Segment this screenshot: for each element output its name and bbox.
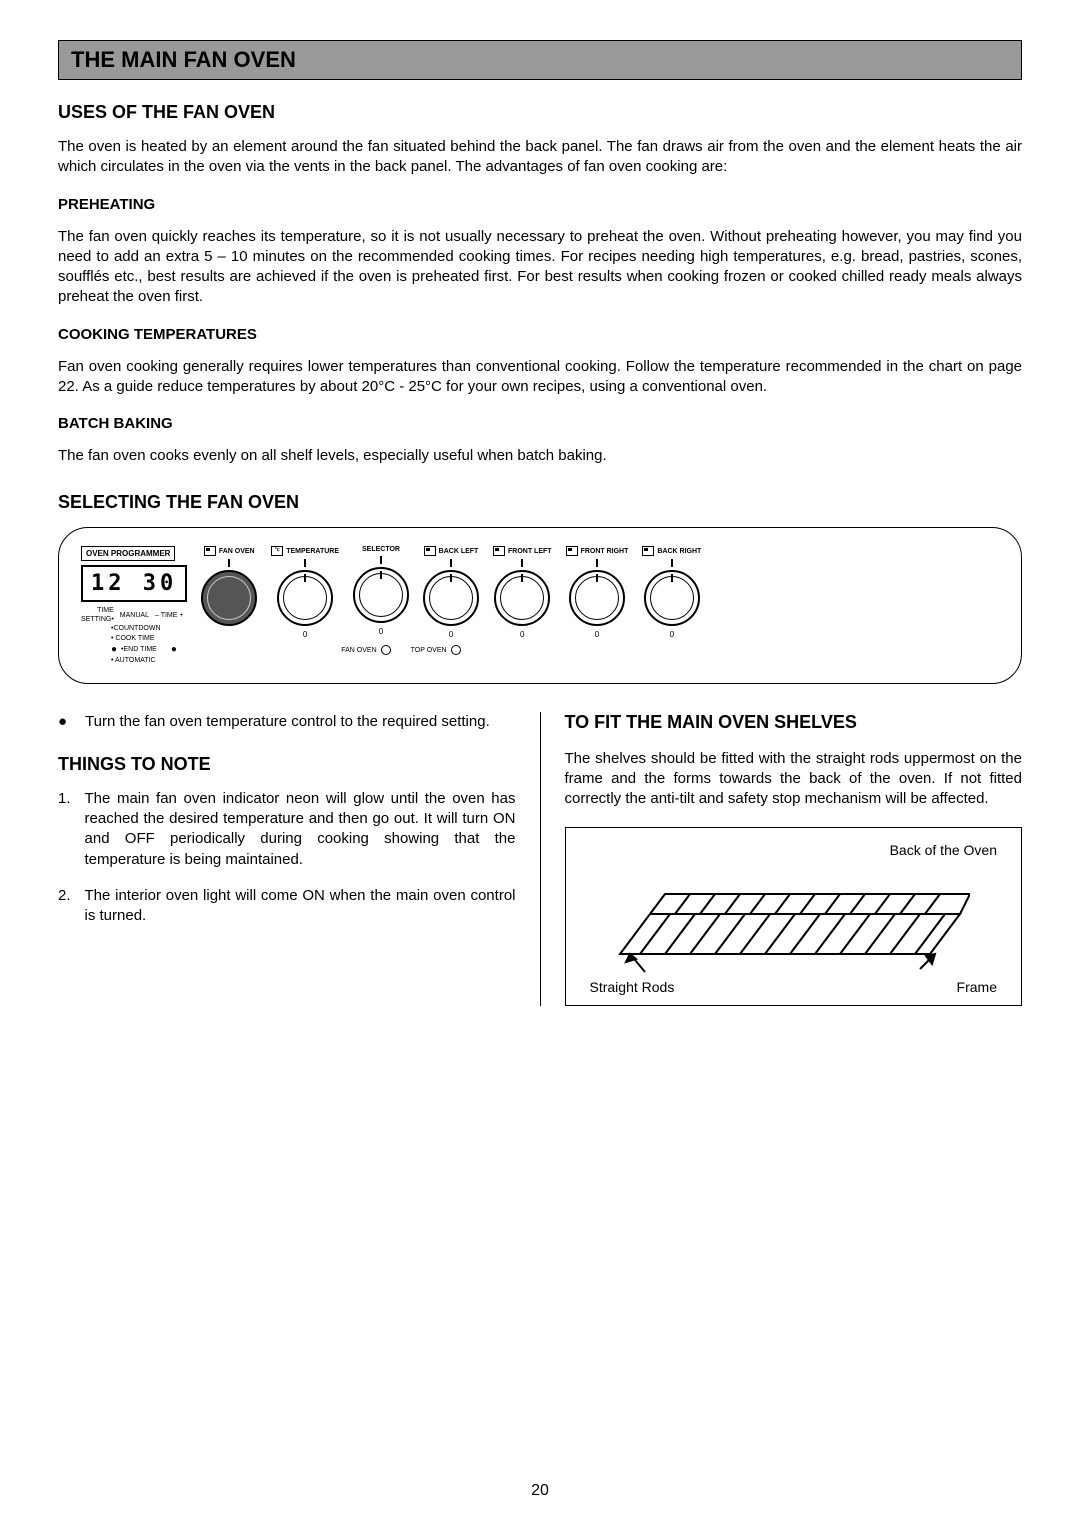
indicator-icon — [204, 546, 216, 556]
list-item: 1. The main fan oven indicator neon will… — [58, 789, 516, 870]
batch-baking-heading: BATCH BAKING — [58, 415, 1022, 432]
list-number: 1. — [58, 789, 71, 870]
cooking-temp-text: Fan oven cooking generally requires lowe… — [58, 357, 1022, 398]
header-bar: THE MAIN FAN OVEN — [58, 40, 1022, 80]
endtime-label: •END TIME — [121, 645, 157, 654]
uses-heading: USES OF THE FAN OVEN — [58, 102, 1022, 123]
straight-rods-label: Straight Rods — [590, 979, 675, 995]
back-of-oven-label: Back of the Oven — [590, 842, 998, 858]
selecting-heading: SELECTING THE FAN OVEN — [58, 492, 1022, 513]
control-panel-diagram: OVEN PROGRAMMER 12 30 TIMESETTING• MANUA… — [58, 527, 1022, 683]
knob-zero: 0 — [520, 630, 524, 639]
knob-back-left: BACK LEFT 0 — [423, 546, 479, 639]
knob-zero: 0 — [303, 630, 307, 639]
shelf-svg-icon — [590, 864, 970, 974]
oven-programmer: OVEN PROGRAMMER 12 30 TIMESETTING• MANUA… — [81, 546, 187, 664]
manual-label: MANUAL — [120, 611, 149, 620]
indicator-icon — [493, 546, 505, 556]
preheating-heading: PREHEATING — [58, 196, 1022, 213]
time-plus-label: – TIME + — [155, 611, 183, 620]
top-oven-indicator-label: TOP OVEN — [411, 647, 447, 654]
knob-fan-oven: FAN OVEN — [201, 546, 257, 639]
list-item-text: The main fan oven indicator neon will gl… — [85, 789, 516, 870]
knob-label: SELECTOR — [362, 546, 400, 553]
knob-label: FAN OVEN — [219, 548, 255, 555]
time-setting-label: TIMESETTING• — [81, 606, 114, 624]
indicator-icon: °c — [271, 546, 283, 556]
knob-front-right: FRONT RIGHT 0 — [566, 546, 629, 639]
bullet-text: Turn the fan oven temperature control to… — [85, 712, 490, 732]
knob-front-left: FRONT LEFT 0 — [493, 546, 552, 639]
frame-label: Frame — [957, 979, 997, 995]
knob-back-right: BACK RIGHT 0 — [642, 546, 701, 639]
knob-zero: 0 — [670, 630, 674, 639]
list-item-text: The interior oven light will come ON whe… — [85, 886, 516, 927]
knob-label: BACK RIGHT — [657, 548, 701, 555]
uses-intro: The oven is heated by an element around … — [58, 137, 1022, 178]
fan-oven-indicator-label: FAN OVEN — [341, 647, 376, 654]
list-item: 2. The interior oven light will come ON … — [58, 886, 516, 927]
countdown-label: •COUNTDOWN — [111, 624, 183, 633]
indicator-icon — [642, 546, 654, 556]
header-title: THE MAIN FAN OVEN — [71, 47, 1009, 73]
shelf-diagram: Back of the Oven — [565, 827, 1023, 1006]
knob-zero: 0 — [595, 630, 599, 639]
batch-baking-text: The fan oven cooks evenly on all shelf l… — [58, 446, 1022, 466]
knob-label: FRONT LEFT — [508, 548, 552, 555]
programmer-label: OVEN PROGRAMMER — [81, 546, 175, 561]
shelves-text: The shelves should be fitted with the st… — [565, 749, 1023, 810]
list-number: 2. — [58, 886, 71, 927]
knob-selector: SELECTOR 0 — [353, 546, 409, 639]
knob-label: TEMPERATURE — [286, 548, 339, 555]
knob-temperature: °cTEMPERATURE 0 — [271, 546, 339, 639]
right-column: TO FIT THE MAIN OVEN SHELVES The shelves… — [541, 712, 1023, 1007]
bullet-item: ● Turn the fan oven temperature control … — [58, 712, 516, 732]
bullet-icon: ● — [58, 712, 67, 732]
indicator-icon — [566, 546, 578, 556]
page-number: 20 — [531, 1482, 549, 1500]
things-to-note-heading: THINGS TO NOTE — [58, 754, 516, 775]
programmer-settings: TIMESETTING• MANUAL – TIME + •COUNTDOWN … — [81, 606, 183, 664]
automatic-label: • AUTOMATIC — [111, 656, 183, 665]
shelves-heading: TO FIT THE MAIN OVEN SHELVES — [565, 712, 1023, 733]
cooking-temp-heading: COOKING TEMPERATURES — [58, 326, 1022, 343]
circle-indicator-icon — [381, 645, 391, 655]
preheating-text: The fan oven quickly reaches its tempera… — [58, 227, 1022, 308]
cooktime-label: • COOK TIME — [111, 634, 183, 643]
knob-label: FRONT RIGHT — [581, 548, 629, 555]
knob-label: BACK LEFT — [439, 548, 479, 555]
knob-zero: 0 — [379, 627, 383, 636]
programmer-display: 12 30 — [81, 565, 187, 602]
knob-zero: 0 — [449, 630, 453, 639]
circle-indicator-icon — [451, 645, 461, 655]
indicator-icon — [424, 546, 436, 556]
left-column: ● Turn the fan oven temperature control … — [58, 712, 541, 1007]
